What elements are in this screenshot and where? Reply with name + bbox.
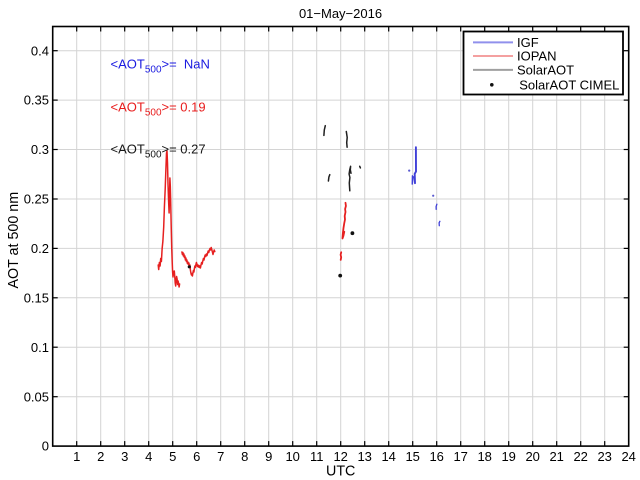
svg-text:0.3: 0.3: [31, 142, 49, 157]
svg-text:IGF: IGF: [517, 35, 539, 50]
svg-text:0.25: 0.25: [24, 192, 49, 207]
svg-text:IOPAN: IOPAN: [517, 49, 557, 64]
svg-text:0: 0: [42, 439, 49, 454]
svg-text:7: 7: [217, 449, 224, 464]
svg-text:24: 24: [621, 449, 635, 464]
svg-text:5: 5: [169, 449, 176, 464]
svg-text:16: 16: [429, 449, 443, 464]
svg-text:14: 14: [381, 449, 395, 464]
svg-text:23: 23: [597, 449, 611, 464]
svg-text:11: 11: [310, 449, 324, 464]
svg-text:1: 1: [73, 449, 80, 464]
svg-text:0.05: 0.05: [24, 389, 49, 404]
svg-text:<AOT500>= NaN: <AOT500>= NaN: [111, 57, 210, 76]
svg-text:0.35: 0.35: [24, 93, 49, 108]
svg-text:21: 21: [549, 449, 563, 464]
svg-text:10: 10: [285, 449, 299, 464]
svg-text:<AOT500>= 0.19: <AOT500>= 0.19: [111, 100, 206, 119]
svg-text:3: 3: [121, 449, 128, 464]
svg-text:9: 9: [265, 449, 272, 464]
svg-text:0.2: 0.2: [31, 241, 49, 256]
svg-text:<AOT500>= 0.27: <AOT500>= 0.27: [111, 142, 206, 161]
svg-text:0.15: 0.15: [24, 290, 49, 305]
svg-text:SolarAOT: SolarAOT: [517, 62, 574, 77]
svg-text:2: 2: [97, 449, 104, 464]
svg-text:AOT at 500 nm: AOT at 500 nm: [6, 192, 22, 289]
svg-text:4: 4: [145, 449, 152, 464]
svg-text:15: 15: [405, 449, 419, 464]
svg-text:6: 6: [193, 449, 200, 464]
svg-text:17: 17: [453, 449, 467, 464]
svg-text:0.1: 0.1: [31, 340, 49, 355]
svg-text:20: 20: [525, 449, 539, 464]
svg-text:22: 22: [573, 449, 587, 464]
svg-text:18: 18: [477, 449, 491, 464]
svg-text:01−May−2016: 01−May−2016: [299, 6, 382, 21]
svg-text:UTC: UTC: [326, 463, 355, 479]
svg-text:19: 19: [501, 449, 515, 464]
svg-text:0.4: 0.4: [31, 43, 49, 58]
svg-text:SolarAOT CIMEL: SolarAOT CIMEL: [519, 78, 619, 93]
svg-text:12: 12: [333, 449, 347, 464]
svg-text:13: 13: [357, 449, 371, 464]
svg-text:8: 8: [241, 449, 248, 464]
